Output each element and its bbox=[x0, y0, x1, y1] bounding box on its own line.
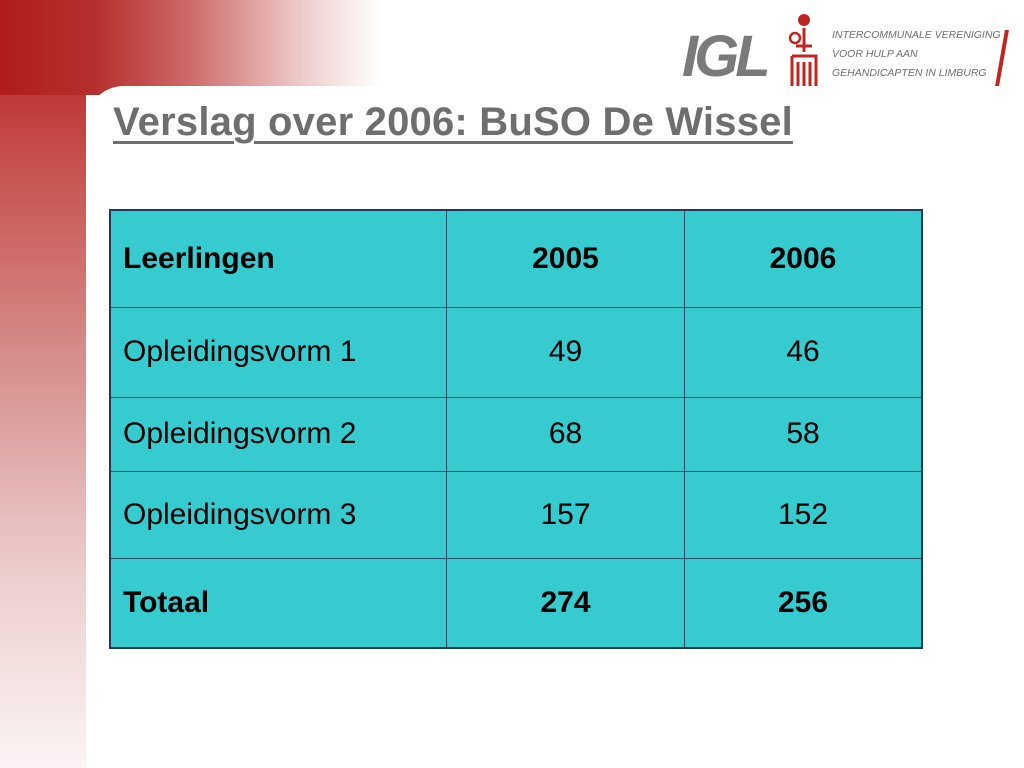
logo-line-3: GEHANDICAPTEN IN LIMBURG bbox=[832, 67, 987, 79]
table-header-row: Leerlingen 2005 2006 bbox=[109, 209, 923, 308]
table-row: Opleidingsvorm 3 157 152 bbox=[109, 470, 923, 559]
slide-title: Verslag over 2006: BuSO De Wissel bbox=[113, 100, 793, 144]
logo-letters: IGL bbox=[682, 24, 771, 89]
value-2005: 157 bbox=[446, 470, 685, 559]
value-2005: 49 bbox=[446, 306, 685, 398]
value-2006: 58 bbox=[684, 396, 923, 472]
students-table: Leerlingen 2005 2006 Opleidingsvorm 1 49… bbox=[109, 209, 923, 649]
header-cell: 2005 bbox=[446, 209, 685, 308]
header-cell: 2006 bbox=[684, 209, 923, 308]
total-2006: 256 bbox=[684, 557, 923, 649]
igl-logo: IGL INTERCOMMUNALE VERENIGING VOOR HULP … bbox=[682, 12, 1012, 92]
background-red-gradient-top bbox=[0, 0, 380, 95]
logo-text: INTERCOMMUNALE VERENIGING VOOR HULP AAN … bbox=[832, 26, 1001, 83]
row-label: Opleidingsvorm 2 bbox=[109, 396, 447, 472]
row-label: Opleidingsvorm 3 bbox=[109, 470, 447, 559]
wheelchair-figure-icon bbox=[788, 14, 818, 86]
logo-line-1: INTERCOMMUNALE VERENIGING bbox=[832, 29, 1001, 41]
value-2006: 152 bbox=[684, 470, 923, 559]
value-2006: 46 bbox=[684, 306, 923, 398]
value-2005: 68 bbox=[446, 396, 685, 472]
table-total-row: Totaal 274 256 bbox=[109, 557, 923, 649]
table-row: Opleidingsvorm 2 68 58 bbox=[109, 396, 923, 472]
header-cell: Leerlingen bbox=[109, 209, 447, 308]
row-label: Opleidingsvorm 1 bbox=[109, 306, 447, 398]
table-row: Opleidingsvorm 1 49 46 bbox=[109, 306, 923, 398]
total-label: Totaal bbox=[109, 557, 447, 649]
total-2005: 274 bbox=[446, 557, 685, 649]
background-red-gradient-left bbox=[0, 0, 86, 768]
logo-line-2: VOOR HULP AAN bbox=[832, 48, 918, 60]
